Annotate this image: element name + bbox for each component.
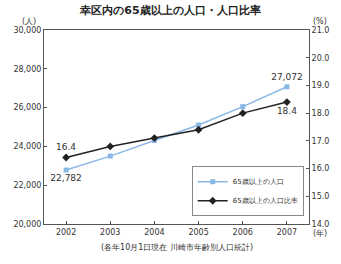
svg-text:2004: 2004 (144, 228, 164, 237)
svg-text:2005: 2005 (188, 228, 208, 237)
svg-text:65歳以上の人口比率: 65歳以上の人口比率 (233, 197, 298, 205)
svg-text:2002: 2002 (56, 228, 76, 237)
svg-text:2007: 2007 (277, 228, 297, 237)
svg-text:15.0: 15.0 (312, 192, 330, 201)
svg-text:14.0: 14.0 (312, 220, 330, 229)
svg-text:27,072: 27,072 (271, 72, 303, 82)
svg-text:(各年10月1日現在 川崎市年齢別人口統計): (各年10月1日現在 川崎市年齢別人口統計) (101, 243, 253, 252)
svg-text:16.0: 16.0 (312, 164, 330, 173)
svg-text:2006: 2006 (233, 228, 253, 237)
svg-text:22,000: 22,000 (13, 181, 41, 190)
svg-text:30,000: 30,000 (13, 26, 41, 35)
svg-text:幸区内の65歳以上の人口・人口比率: 幸区内の65歳以上の人口・人口比率 (79, 4, 260, 17)
svg-text:22,782: 22,782 (50, 173, 82, 183)
svg-text:19.0: 19.0 (312, 81, 330, 90)
svg-text:28,000: 28,000 (13, 65, 41, 74)
svg-text:65歳以上の人口: 65歳以上の人口 (233, 178, 284, 186)
svg-text:(人): (人) (22, 17, 36, 26)
svg-text:(%): (%) (313, 17, 327, 26)
svg-text:18.0: 18.0 (312, 109, 330, 118)
svg-text:20.0: 20.0 (312, 54, 330, 63)
svg-text:24,000: 24,000 (13, 142, 41, 151)
svg-text:20,000: 20,000 (13, 220, 41, 229)
svg-text:2003: 2003 (100, 228, 120, 237)
svg-text:(年): (年) (313, 229, 327, 238)
svg-text:16.4: 16.4 (56, 142, 76, 152)
svg-text:26,000: 26,000 (13, 103, 41, 112)
svg-text:21.0: 21.0 (312, 26, 330, 35)
svg-text:18.4: 18.4 (277, 106, 297, 116)
svg-text:17.0: 17.0 (312, 137, 330, 146)
